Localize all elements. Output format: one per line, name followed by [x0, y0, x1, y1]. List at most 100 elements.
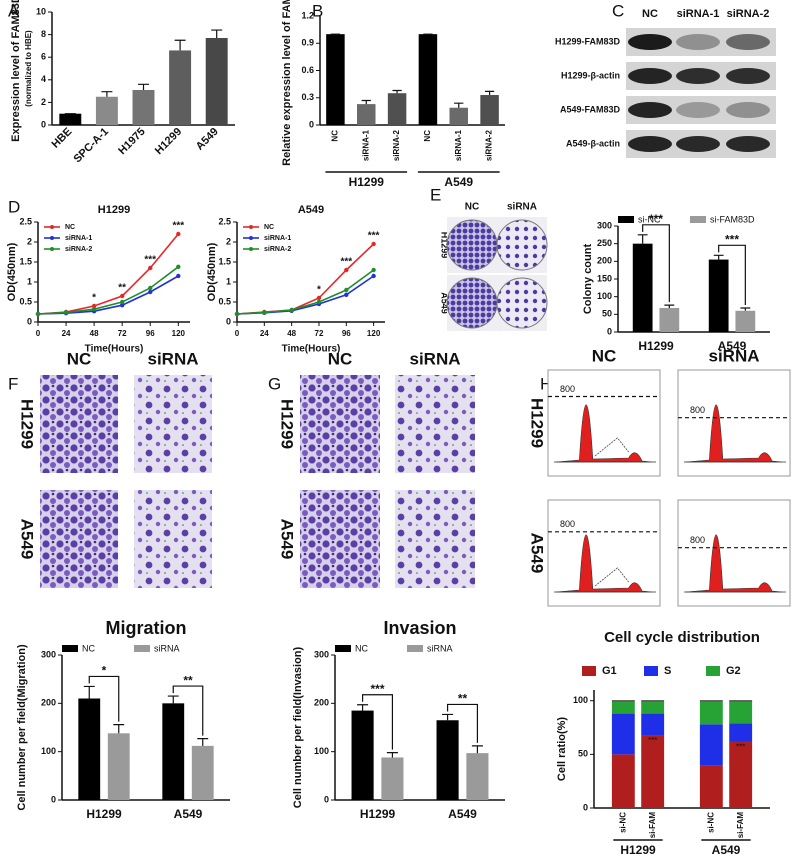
x-tick-label: 72 — [118, 329, 127, 338]
y-tick-label: 50 — [578, 749, 588, 759]
bar-segment — [699, 700, 723, 725]
series-marker — [148, 289, 153, 295]
y-tick-label: 100 — [41, 746, 56, 756]
bar — [205, 37, 228, 125]
x-axis-label: Time(Hours) — [282, 344, 341, 355]
series-marker — [176, 231, 181, 237]
bar — [480, 95, 499, 125]
significance-bracket — [172, 685, 204, 736]
legend-label: siRNA-1 — [264, 235, 291, 242]
image-row-label: A549 — [18, 519, 37, 560]
y-tick-label: 0 — [226, 316, 231, 326]
legend-marker — [50, 247, 54, 251]
y-tick-label: 1.5 — [19, 256, 32, 266]
blot-band — [726, 102, 770, 118]
y-tick-label: 0 — [324, 794, 329, 804]
panel-letter: F — [8, 374, 18, 393]
blot-band — [676, 136, 720, 152]
error-bar — [442, 713, 454, 721]
series-marker — [344, 292, 349, 297]
micrograph — [395, 375, 475, 473]
significance-bracket — [718, 244, 746, 305]
error-bar — [174, 39, 186, 51]
flow-fit — [594, 567, 629, 587]
bar — [107, 733, 130, 800]
y-tick-label: 100 — [597, 291, 612, 301]
series-marker — [344, 287, 349, 293]
y-tick-label: 0.5 — [218, 296, 231, 306]
series-marker — [316, 299, 322, 305]
y-tick-label: 1 — [226, 276, 231, 286]
legend-swatch — [690, 216, 706, 223]
significance-label: ** — [118, 283, 126, 294]
image-column-label: NC — [465, 202, 479, 213]
legend-swatch — [407, 645, 423, 652]
micrograph — [40, 490, 118, 588]
bar — [708, 259, 729, 332]
bar — [132, 89, 155, 125]
y-axis-label: Cell number per field(Migration) — [16, 644, 28, 811]
bar-segment — [641, 713, 665, 736]
annotation: *** — [736, 743, 745, 752]
x-tick-label: si-FAM — [648, 812, 657, 839]
series-line — [37, 266, 179, 315]
x-tick-label: 48 — [287, 329, 296, 338]
x-tick-label: siRNA-1 — [454, 129, 463, 161]
legend-label: siRNA-1 — [65, 235, 92, 242]
series-marker — [35, 311, 41, 317]
legend-label: NC — [264, 224, 274, 231]
image-row-label: A549 — [440, 292, 450, 314]
x-tick-label: A549 — [718, 339, 747, 353]
micrograph — [300, 375, 380, 473]
bar — [78, 698, 101, 800]
bar — [162, 703, 185, 800]
bar — [326, 34, 345, 125]
x-tick-label: NC — [423, 130, 432, 142]
legend-label: siRNA-2 — [264, 246, 291, 253]
blot-row-label: A549-FAM83D — [560, 104, 621, 114]
colony-plate — [446, 219, 498, 271]
legend-swatch — [582, 666, 596, 676]
series-marker — [91, 307, 97, 312]
gate-label: 800 — [560, 384, 575, 394]
bar — [95, 96, 118, 125]
significance-bracket — [361, 694, 394, 750]
micrograph — [40, 375, 118, 473]
series-marker — [176, 264, 181, 269]
legend-label: NC — [355, 643, 368, 653]
chart-title: Invasion — [383, 618, 456, 638]
y-tick-label: 2 — [27, 236, 32, 246]
y-tick-label: 2 — [41, 97, 46, 107]
legend-label: siRNA — [427, 643, 453, 653]
x-tick-label: si-NC — [618, 812, 627, 833]
significance-label: *** — [368, 231, 380, 242]
x-axis-label: Time(Hours) — [85, 344, 144, 355]
series-marker — [371, 241, 376, 247]
x-tick-label: 96 — [146, 329, 155, 338]
series-marker — [289, 307, 294, 313]
bar-segment — [699, 724, 723, 766]
x-tick-label: A549 — [174, 807, 203, 821]
y-axis-sublabel: (normalized to HBE) — [24, 30, 33, 107]
significance-label: *** — [144, 255, 156, 266]
legend-label: si-FAM83D — [710, 214, 755, 224]
legend-label: G1 — [602, 665, 617, 677]
x-tick-label: 120 — [367, 329, 381, 338]
x-tick-label: si-FAM — [736, 812, 745, 839]
y-tick-label: 0 — [41, 119, 46, 129]
y-axis-label: Relative expression level of FAM83D — [281, 0, 293, 166]
panel-letter: E — [430, 185, 441, 204]
y-tick-label: 0 — [309, 119, 314, 129]
blot-band — [628, 34, 672, 50]
x-tick-label: SPC-A-1 — [71, 126, 111, 166]
x-tick-label: 0 — [235, 329, 240, 338]
chart-title: A549 — [298, 204, 324, 216]
y-tick-label: 1.2 — [301, 10, 314, 20]
blot-band — [676, 34, 720, 50]
y-tick-label: 8 — [41, 29, 46, 39]
y-tick-label: 200 — [41, 698, 56, 708]
legend-swatch — [618, 216, 634, 223]
micrograph — [134, 375, 212, 473]
y-tick-label: 300 — [41, 649, 56, 659]
error-bar — [361, 99, 371, 105]
